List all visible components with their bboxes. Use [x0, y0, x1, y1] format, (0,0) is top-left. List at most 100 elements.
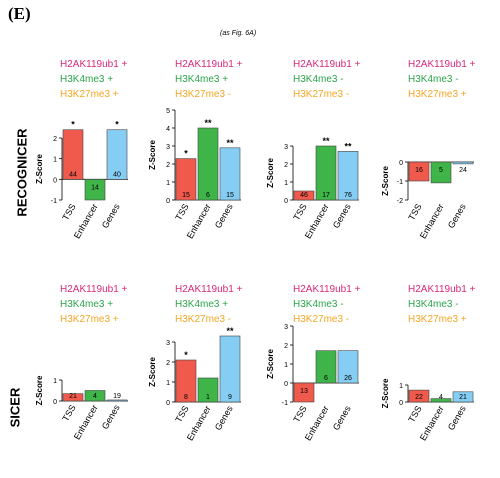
mark-label: H2AK119ub1 + — [175, 284, 243, 295]
bar-count-label: 22 — [415, 394, 423, 401]
y-axis-label: Z-Score — [266, 349, 275, 379]
significance-star: * — [115, 120, 119, 130]
mark-label: H3K27me3 + — [60, 314, 119, 325]
significance-star: ** — [204, 118, 212, 128]
bar-count-label: 21 — [69, 393, 77, 400]
y-tick-label: -2 — [397, 198, 403, 205]
bar-count-label: 4 — [439, 394, 443, 401]
figure-note: (as Fig. 6A) — [220, 30, 257, 37]
mark-label: H3K4me3 + — [60, 74, 114, 85]
significance-star: * — [71, 120, 75, 130]
panel-label: (E) — [8, 4, 31, 23]
y-tick-label: 1 — [284, 362, 288, 369]
bar-genes — [219, 335, 241, 403]
y-tick-label: 0 — [284, 381, 288, 388]
y-tick-label: 0 — [284, 198, 288, 205]
bar-genes — [452, 391, 474, 403]
mark-label: H2AK119ub1 + — [408, 59, 476, 70]
category-label: Genes — [446, 404, 468, 432]
bar-enhancer — [84, 179, 106, 201]
y-tick-label: -1 — [397, 179, 403, 186]
category-label: Genes — [213, 202, 235, 230]
bar-genes — [106, 399, 128, 402]
bar-enhancer — [315, 350, 337, 384]
y-tick-label: 3 — [166, 144, 170, 151]
bar-tss — [62, 393, 84, 402]
bar-count-label: 6 — [324, 375, 328, 382]
bar-enhancer — [84, 390, 106, 402]
y-tick-label: 1 — [399, 383, 403, 390]
y-axis-label: Z-Score — [148, 357, 157, 387]
bar-count-label: 16 — [415, 167, 423, 174]
mark-label: H3K27me3 - — [175, 89, 232, 100]
bar-count-label: 15 — [226, 192, 234, 199]
y-axis-label: Z-Score — [381, 378, 390, 408]
row-label-sicer: SICER — [7, 387, 23, 428]
category-label: TSS — [406, 404, 423, 424]
bar-count-label: 1 — [206, 394, 210, 401]
bar-count-label: 15 — [182, 192, 190, 199]
y-tick-label: -1 — [282, 400, 288, 407]
bar-count-label: 13 — [300, 388, 308, 395]
bar-count-label: 9 — [228, 394, 232, 401]
significance-star: * — [184, 350, 188, 360]
category-label: Genes — [100, 202, 122, 230]
y-tick-label: 4 — [166, 126, 170, 133]
mark-label: H3K27me3 - — [293, 89, 350, 100]
mark-label: H3K4me3 + — [175, 299, 229, 310]
bar-genes — [106, 129, 128, 180]
bar-count-label: 44 — [69, 171, 77, 178]
mark-label: H3K27me3 - — [293, 314, 350, 325]
y-axis-label: Z-Score — [266, 158, 275, 188]
y-tick-label: 0 — [399, 400, 403, 407]
category-label: Genes — [331, 404, 353, 432]
category-label: TSS — [173, 202, 190, 222]
bar-tss — [408, 389, 430, 403]
y-axis-label: Z-Score — [35, 154, 44, 184]
mark-label: H2AK119ub1 + — [293, 59, 361, 70]
bar-genes — [219, 147, 241, 201]
y-axis-label: Z-Score — [35, 375, 44, 405]
y-tick-label: 1 — [53, 378, 57, 385]
mark-label: H2AK119ub1 + — [60, 59, 128, 70]
y-tick-label: 3 — [284, 324, 288, 331]
mark-label: H2AK119ub1 + — [408, 284, 476, 295]
bar-enhancer — [197, 377, 219, 403]
category-label: Genes — [213, 404, 235, 432]
y-tick-label: 3 — [166, 340, 170, 347]
y-tick-label: 0 — [53, 177, 57, 184]
y-tick-label: 0 — [399, 160, 403, 167]
bar-count-label: 17 — [322, 192, 330, 199]
mark-labels: H2AK119ub1 + H3K4me3 - H3K27me3 + — [408, 57, 500, 102]
bar-count-label: 24 — [459, 167, 467, 174]
bar-genes — [337, 151, 359, 201]
mark-label: H3K27me3 + — [60, 89, 119, 100]
bar-genes — [452, 161, 474, 165]
bar-count-label: 26 — [344, 375, 352, 382]
mark-label: H2AK119ub1 + — [293, 284, 361, 295]
bar-count-label: 14 — [91, 184, 99, 191]
bar-count-label: 76 — [344, 192, 352, 199]
significance-star: ** — [226, 138, 234, 148]
category-label: Genes — [100, 403, 122, 431]
bar-count-label: 8 — [184, 394, 188, 401]
mark-label: H3K4me3 - — [408, 74, 459, 85]
y-axis-label: Z-Score — [381, 166, 390, 196]
category-label: TSS — [291, 404, 308, 424]
bar-count-label: 4 — [93, 393, 97, 400]
bar-tss — [62, 129, 84, 180]
category-label: TSS — [60, 403, 77, 423]
category-label: TSS — [60, 202, 77, 222]
category-label: Genes — [331, 202, 353, 230]
bar-count-label: 21 — [459, 394, 467, 401]
mark-label: H3K4me3 - — [408, 299, 459, 310]
significance-star: * — [184, 149, 188, 159]
mark-label: H3K4me3 + — [60, 299, 114, 310]
significance-star: ** — [226, 326, 234, 336]
